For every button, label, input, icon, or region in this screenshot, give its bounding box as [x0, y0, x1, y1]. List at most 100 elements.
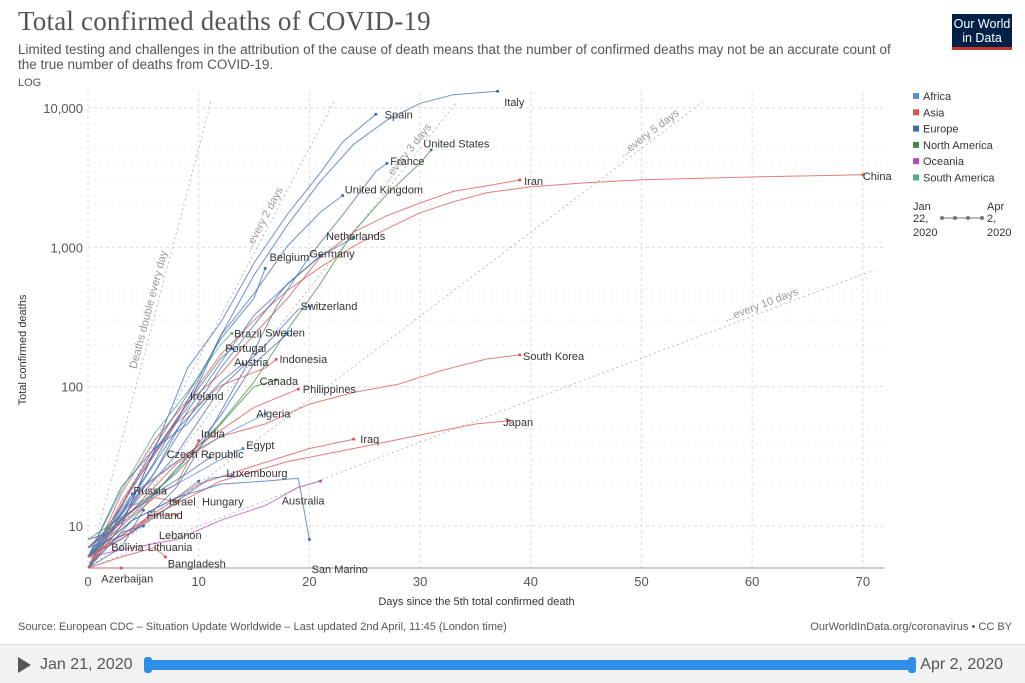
series-line — [87, 162, 388, 558]
legend-range-end-year: 2020 — [987, 227, 1011, 239]
country-label: Luxembourg — [226, 468, 287, 480]
doubling-reference-label: ...every 5 days — [617, 107, 682, 160]
country-label: Belgium — [270, 252, 310, 264]
country-label: Hungary — [202, 496, 244, 508]
series-line — [87, 348, 233, 558]
legend-range-start-day: 22, — [913, 213, 928, 225]
doubling-reference-line — [87, 101, 458, 569]
legend-item[interactable]: Oceania — [923, 156, 965, 168]
country-label: Algeria — [256, 409, 291, 421]
play-icon[interactable] — [18, 657, 31, 673]
y-tick-label: 100 — [61, 380, 83, 395]
timeline-start-handle[interactable] — [144, 657, 152, 673]
country-label: Czech Republic — [167, 449, 245, 461]
legend-swatch — [913, 174, 919, 181]
series-endpoint — [861, 173, 865, 177]
series-endpoint — [241, 362, 245, 366]
series-line — [87, 493, 133, 540]
series-endpoint — [385, 161, 389, 165]
series-endpoint — [518, 353, 522, 357]
legend-swatch — [913, 158, 919, 165]
timeline-track[interactable] — [144, 657, 916, 673]
x-tick-label: 10 — [191, 574, 205, 589]
country-label: Israel — [169, 496, 196, 508]
y-tick-label: 10 — [69, 519, 83, 534]
country-label: United Kingdom — [345, 184, 423, 196]
series-line — [87, 525, 111, 569]
series-line — [87, 354, 520, 548]
country-label: India — [201, 429, 226, 441]
legend-item[interactable]: Africa — [923, 91, 952, 103]
legend-swatch — [913, 125, 919, 132]
series-line — [87, 363, 244, 558]
legend-range-end-day: 2, — [987, 213, 996, 225]
doubling-reference-label: ...every 10 days — [723, 286, 800, 325]
country-label: Bangladesh — [168, 558, 226, 570]
series-line — [87, 480, 321, 558]
legend-item[interactable]: Europe — [923, 124, 958, 136]
series-endpoint — [108, 524, 112, 528]
series-line — [87, 448, 244, 558]
logo-line-1: Our World — [953, 17, 1011, 31]
logo-line-2: in Data — [962, 31, 1002, 45]
country-label: Germany — [309, 249, 355, 261]
series-line — [87, 477, 310, 569]
log-scale-toggle[interactable]: LOG — [18, 77, 41, 89]
country-label: Spain — [385, 109, 413, 121]
series-endpoint — [230, 347, 234, 351]
series-line — [87, 358, 277, 569]
series-endpoint — [197, 439, 201, 443]
legend-item[interactable]: North America — [923, 140, 994, 152]
series-endpoint — [230, 331, 234, 335]
source-url-link[interactable]: OurWorldInData.org/coronavirus • CC BY — [810, 621, 1012, 633]
series-endpoint — [285, 332, 289, 336]
series-line — [87, 396, 211, 558]
legend-range-dot — [966, 216, 970, 220]
doubling-reference-label: Deaths double every day — [128, 249, 171, 370]
series-endpoint — [230, 474, 234, 478]
timeline-end-label: Apr 2, 2020 — [920, 656, 1003, 673]
legend-swatch — [913, 93, 919, 99]
series-endpoint — [263, 412, 267, 416]
series-endpoint — [507, 419, 511, 423]
series-endpoint — [130, 492, 134, 496]
series-line — [87, 547, 166, 569]
series-endpoint — [141, 524, 145, 528]
country-label: France — [390, 156, 424, 168]
series-endpoint — [296, 387, 300, 391]
legend-range-start-month: Jan — [913, 201, 931, 213]
series-endpoint — [175, 513, 179, 517]
legend-item[interactable]: Asia — [923, 107, 945, 119]
series-line — [87, 90, 498, 548]
country-label: Lebanon — [159, 530, 202, 542]
country-label: Sweden — [265, 327, 305, 339]
series-endpoint — [307, 304, 311, 308]
country-label: Indonesia — [280, 354, 329, 366]
country-label: Finland — [147, 510, 183, 522]
country-label: San Marino — [312, 564, 368, 576]
legend-item[interactable]: South America — [923, 173, 995, 185]
x-tick-label: 70 — [856, 574, 870, 589]
series-endpoint — [341, 193, 345, 197]
x-tick-label: 40 — [524, 574, 538, 589]
series-endpoint — [263, 266, 267, 270]
doubling-reference-label: ...every 2 days — [242, 185, 286, 254]
doubling-reference-line — [87, 269, 875, 569]
series-endpoint — [429, 148, 433, 152]
series-endpoint — [141, 508, 145, 512]
series-endpoint — [318, 479, 322, 483]
series-line — [87, 333, 288, 549]
legend-swatch — [913, 141, 919, 148]
series-endpoint — [241, 446, 245, 450]
country-label: Philippines — [303, 384, 357, 396]
owid-logo[interactable]: Our World in Data — [952, 14, 1012, 50]
legend-swatch — [913, 109, 919, 116]
page-subtitle: Limited testing and challenges in the at… — [18, 42, 891, 72]
timeline-end-handle[interactable] — [908, 657, 916, 673]
country-label: Azerbaijan — [101, 574, 153, 586]
country-label: Japan — [503, 417, 533, 429]
doubling-reference-line — [87, 101, 212, 569]
series-endpoint — [374, 112, 378, 116]
series-line — [87, 174, 863, 569]
country-label: Portugal — [225, 343, 266, 355]
